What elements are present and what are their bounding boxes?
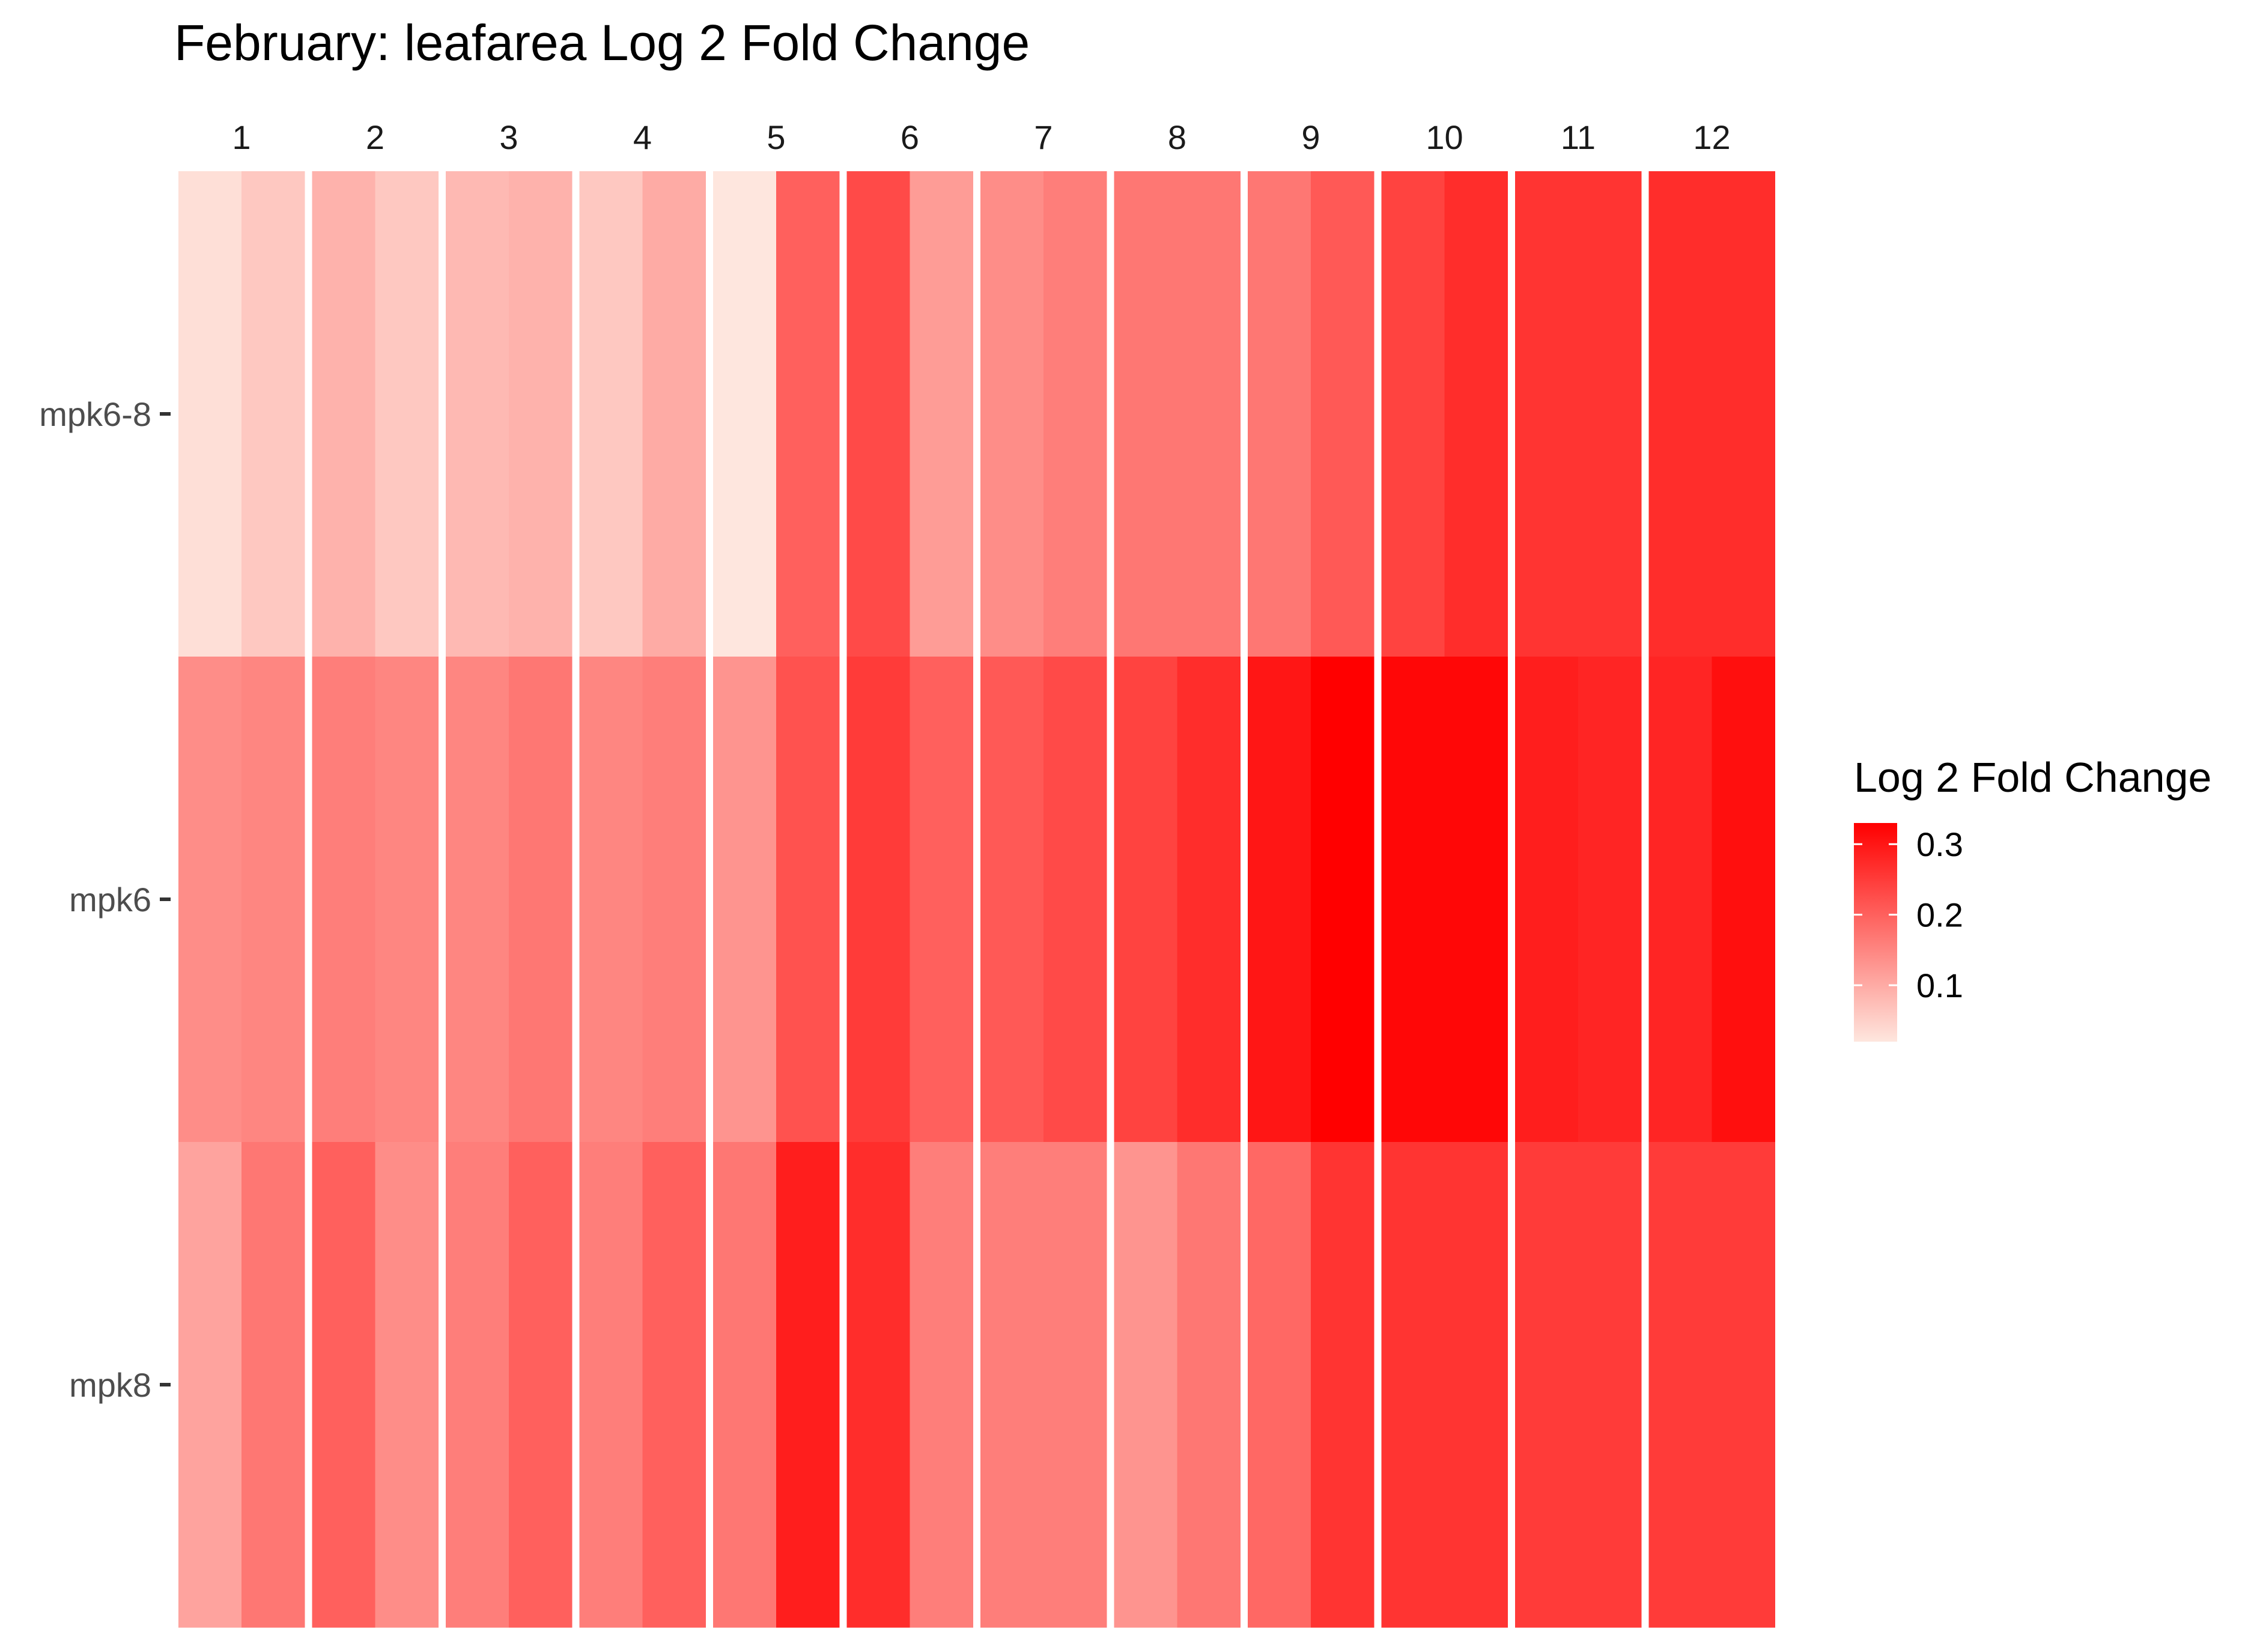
- heatmap-tile: [446, 1142, 509, 1628]
- heatmap-tile: [178, 657, 242, 1143]
- heatmap-tile: [980, 1142, 1044, 1628]
- heatmap-tile: [241, 657, 305, 1143]
- heatmap-tile: [241, 1142, 305, 1628]
- facet-label-3: 3: [499, 118, 518, 156]
- heatmap-tile: [1311, 171, 1375, 657]
- heatmap-tile: [980, 657, 1044, 1143]
- heatmap-tile: [1248, 657, 1311, 1143]
- row-label-mpk6-8: mpk6-8: [39, 395, 151, 433]
- heatmap-tile: [1114, 171, 1177, 657]
- heatmap-tile: [178, 1142, 242, 1628]
- heatmap-tile: [1515, 657, 1579, 1143]
- heatmap-tile: [509, 171, 573, 657]
- facet-label-1: 1: [232, 118, 251, 156]
- legend-ticks: 0.3 0.2 0.1: [1854, 825, 1963, 1004]
- heatmap-tile: [1648, 657, 1712, 1143]
- heatmap-tile: [1177, 171, 1241, 657]
- heatmap-tile: [1177, 657, 1241, 1143]
- heatmap-tile: [1381, 657, 1445, 1143]
- heatmap-tile: [1248, 171, 1311, 657]
- heatmap-tile: [375, 657, 439, 1143]
- row-label-mpk6: mpk6: [69, 881, 151, 919]
- heatmap-tile: [312, 1142, 375, 1628]
- heatmap-tile: [1114, 1142, 1177, 1628]
- facet-label-7: 7: [1034, 118, 1053, 156]
- heatmap-tile: [509, 657, 573, 1143]
- facet-label-2: 2: [366, 118, 384, 156]
- facet-label-10: 10: [1426, 118, 1463, 156]
- heatmap-tile: [846, 1142, 910, 1628]
- facet-label-5: 5: [767, 118, 785, 156]
- heatmap-tile: [776, 1142, 840, 1628]
- heatmap-tile: [846, 657, 910, 1143]
- chart-title: February: leafarea Log 2 Fold Change: [174, 14, 1030, 71]
- heatmap-tile: [1043, 171, 1107, 657]
- legend-tick-label: 0.2: [1916, 896, 1963, 934]
- heatmap-tile: [1578, 657, 1642, 1143]
- legend-tick-label: 0.3: [1916, 825, 1963, 863]
- facet-label-6: 6: [901, 118, 919, 156]
- heatmap-tile: [1648, 171, 1712, 657]
- heatmap-tile: [1381, 1142, 1445, 1628]
- heatmap-tile: [910, 171, 973, 657]
- heatmap-tile: [713, 657, 777, 1143]
- facet-label-11: 11: [1561, 118, 1596, 156]
- heatmap-tile: [241, 171, 305, 657]
- heatmap-tile: [178, 171, 242, 657]
- heatmap-tile: [776, 171, 840, 657]
- row-label-mpk8: mpk8: [69, 1366, 151, 1404]
- heatmap-tile: [375, 171, 439, 657]
- heatmap-tile: [312, 657, 375, 1143]
- heatmap-tile: [446, 171, 509, 657]
- facet-label-4: 4: [633, 118, 652, 156]
- heatmap-tile: [1712, 1142, 1775, 1628]
- heatmap-tile: [642, 657, 706, 1143]
- heatmap-tile: [1444, 171, 1508, 657]
- legend-title: Log 2 Fold Change: [1854, 754, 2211, 801]
- facet-label-9: 9: [1301, 118, 1320, 156]
- heatmap-tile: [375, 1142, 439, 1628]
- heatmap-tile: [1444, 1142, 1508, 1628]
- heatmap-tile: [1311, 657, 1375, 1143]
- heatmap-tile: [1712, 657, 1775, 1143]
- legend-tick-label: 0.1: [1916, 967, 1963, 1004]
- heatmap-tile: [1177, 1142, 1241, 1628]
- heatmap-tile: [1043, 657, 1107, 1143]
- heatmap-tile: [980, 171, 1044, 657]
- heatmap-tile: [1515, 171, 1579, 657]
- heatmap-tile: [1712, 171, 1775, 657]
- heatmap-tile: [446, 657, 509, 1143]
- heatmap-tile: [509, 1142, 573, 1628]
- heatmap-tile: [1043, 1142, 1107, 1628]
- heatmap-tile: [579, 171, 643, 657]
- heatmap-tile: [910, 1142, 973, 1628]
- heatmap-tile: [776, 657, 840, 1143]
- heatmap-tile: [642, 1142, 706, 1628]
- heatmap-tile: [1381, 171, 1445, 657]
- heatmap-tile: [1515, 1142, 1579, 1628]
- heatmap-tile: [579, 657, 643, 1143]
- facet-label-12: 12: [1693, 118, 1730, 156]
- facet-label-8: 8: [1168, 118, 1186, 156]
- heatmap-tile: [1648, 1142, 1712, 1628]
- heatmap-tile: [1114, 657, 1177, 1143]
- heatmap-tile: [1311, 1142, 1375, 1628]
- legend-color-bar: [1854, 823, 1897, 1042]
- heatmap-tile: [910, 657, 973, 1143]
- heatmap-tiles: [178, 171, 1775, 1628]
- heatmap-tile: [846, 171, 910, 657]
- heatmap-tile: [312, 171, 375, 657]
- heatmap-tile: [713, 171, 777, 657]
- heatmap-tile: [1444, 657, 1508, 1143]
- row-labels: mpk6-8 mpk6 mpk8: [39, 395, 171, 1404]
- heatmap-tile: [579, 1142, 643, 1628]
- heatmap-tile: [642, 171, 706, 657]
- heatmap-tile: [1248, 1142, 1311, 1628]
- heatmap-tile: [1578, 171, 1642, 657]
- heatmap-tile: [1578, 1142, 1642, 1628]
- heatmap-tile: [713, 1142, 777, 1628]
- facet-labels: 1 2 3 4 5 6 7 8 9 10 11 12: [232, 118, 1730, 156]
- legend: Log 2 Fold Change 0.3 0.2 0.1: [1854, 754, 2211, 1042]
